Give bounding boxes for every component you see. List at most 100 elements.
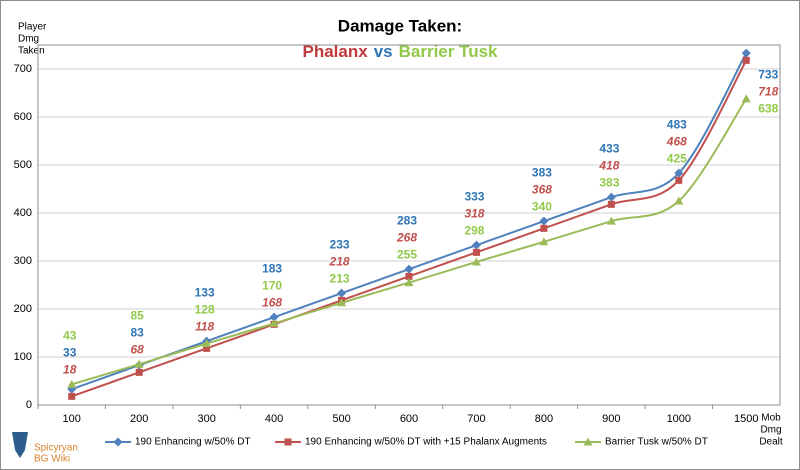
point [583,437,593,446]
data-label: 170 [262,278,282,292]
data-label: 33 [63,346,77,360]
data-label: 283 [397,213,417,227]
point [284,438,292,446]
data-label: 433 [599,141,619,155]
data-label: 133 [195,285,215,299]
point [675,176,683,184]
point [606,192,616,202]
x-tick-label: 900 [602,413,620,425]
point [269,312,279,322]
chart-subtitle: Phalanx vs Barrier Tusk [302,42,498,61]
y-tick-label: 300 [14,255,32,267]
data-label: 128 [195,302,215,316]
x-tick-label: 500 [332,413,350,425]
point [337,288,347,298]
data-label: 83 [131,325,145,339]
point [472,248,480,256]
legend-label: 190 Enhancing w/50% DT [135,437,251,448]
data-label: 418 [598,158,619,172]
x-tick-label: 700 [467,413,485,425]
point [269,318,279,327]
y-tick-label: 400 [14,207,32,219]
x-axis-label: Dealt [759,437,783,448]
series-line [71,98,748,386]
point [68,392,76,400]
data-label: 333 [464,189,484,203]
series-line [71,59,748,398]
point [607,200,615,208]
point [471,240,481,250]
data-label: 298 [464,223,484,237]
data-label: 425 [667,151,687,165]
point [742,56,750,64]
watermark: Spicyryan [34,443,78,454]
y-tick-label: 600 [14,111,32,123]
y-axis-label: Dmg [18,34,39,45]
data-label: 218 [329,254,350,268]
x-tick-label: 1500 [734,413,758,425]
point [540,224,548,232]
data-label: 718 [758,84,778,98]
point [113,437,123,447]
data-label: 168 [262,295,282,309]
point [337,298,347,307]
data-label: 638 [758,101,778,115]
x-tick-label: 100 [63,413,81,425]
subtitle-part: vs [374,42,393,61]
point [203,344,211,352]
y-tick-label: 500 [14,159,32,171]
data-label: 183 [262,261,282,275]
y-axis-label: Player [18,22,47,33]
data-label: 18 [63,363,77,377]
point [471,257,481,266]
data-label: 383 [532,165,552,179]
data-label: 468 [666,134,687,148]
point [539,216,549,226]
point [404,264,414,274]
legend-label: 190 Enhancing w/50% DT with +15 Phalanx … [305,437,547,448]
x-tick-label: 600 [400,413,418,425]
x-tick-label: 400 [265,413,283,425]
x-axis-label: Mob [761,413,781,424]
point [741,48,751,58]
watermark: BG Wiki [34,454,70,465]
x-tick-label: 300 [197,413,215,425]
plot-border [37,44,781,406]
point [135,368,143,376]
x-axis-label: Dmg [760,425,781,436]
point [134,359,144,368]
chart-title: Damage Taken: [338,16,462,35]
data-label: 318 [464,206,484,220]
watermark-logo [12,432,28,458]
data-label: 213 [330,271,350,285]
data-label: 68 [131,342,145,356]
y-tick-label: 700 [14,63,32,75]
y-tick-label: 100 [14,351,32,363]
point [741,94,751,103]
y-axis-label: Taken [18,46,45,57]
data-label: 340 [532,199,552,213]
point [539,237,549,246]
x-tick-label: 200 [130,413,148,425]
point [606,216,616,225]
data-label: 43 [63,329,77,343]
data-label: 233 [330,237,350,251]
data-label: 85 [131,308,145,322]
point [674,196,684,205]
point [405,272,413,280]
point [67,379,77,388]
data-label: 118 [195,319,214,333]
data-label: 483 [667,117,687,131]
data-label: 268 [396,230,417,244]
subtitle-part: Barrier Tusk [399,42,498,61]
series-line [71,52,748,391]
x-tick-label: 1000 [667,413,691,425]
y-tick-label: 0 [26,399,32,411]
x-tick-label: 800 [535,413,553,425]
point [674,168,684,178]
data-label: 733 [758,67,778,81]
legend-label: Barrier Tusk w/50% DT [605,437,708,448]
data-label: 255 [397,247,417,261]
subtitle-part: Phalanx [302,42,368,61]
